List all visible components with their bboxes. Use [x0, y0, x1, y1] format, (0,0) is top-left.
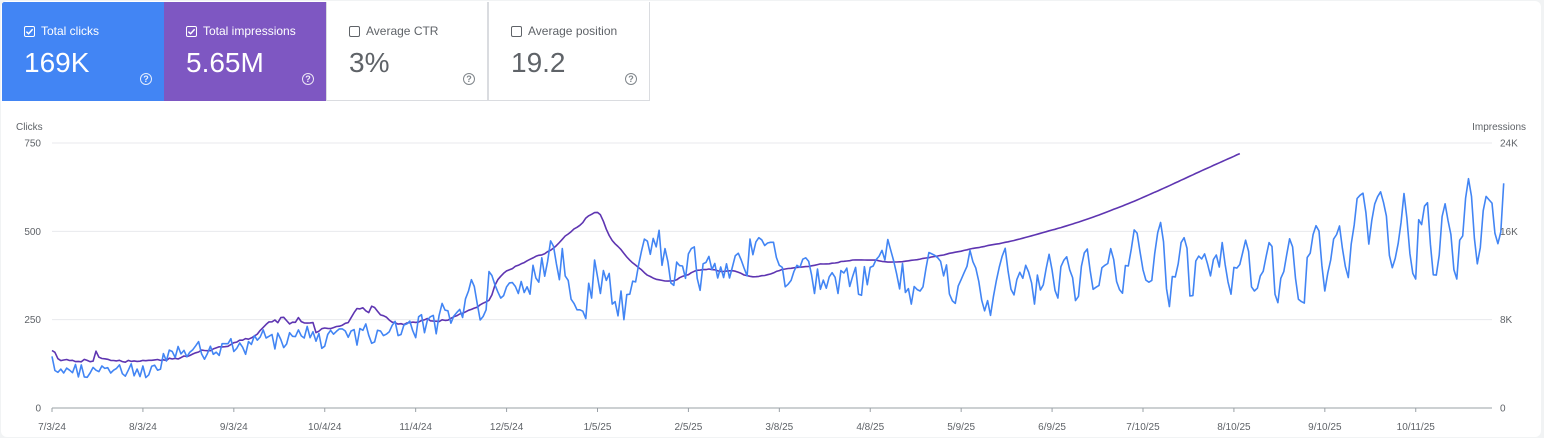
checkbox-checked-icon[interactable] [24, 25, 35, 37]
series-line-impressions [51, 152, 1241, 364]
x-tick-label: 7/3/24 [38, 422, 66, 433]
right-axis-title: Impressions [1472, 122, 1526, 133]
x-tick-label: 7/10/25 [1126, 422, 1160, 433]
left-tick-label: 500 [24, 227, 41, 238]
right-tick-label: 16K [1500, 227, 1518, 238]
help-icon[interactable]: ? [625, 73, 637, 85]
left-tick-label: 750 [24, 139, 41, 150]
right-tick-label: 0 [1500, 404, 1506, 415]
left-tick-label: 250 [24, 315, 41, 326]
left-axis-title: Clicks [16, 122, 43, 133]
metric-cards: Total clicks 169K ? Total impressions 5.… [2, 2, 650, 101]
metric-value: 5.65M [186, 47, 264, 78]
metric-card-total-clicks[interactable]: Total clicks 169K ? [2, 2, 164, 101]
x-tick-label: 9/3/24 [220, 422, 248, 433]
metric-card-average-ctr[interactable]: Average CTR 3% ? [326, 2, 488, 101]
x-tick-label: 8/3/24 [129, 422, 157, 433]
x-tick-label: 10/4/24 [308, 422, 342, 433]
x-tick-label: 10/11/25 [1397, 422, 1436, 433]
x-tick-label: 11/4/24 [399, 422, 432, 433]
metric-label: Average CTR [366, 24, 439, 38]
checkbox-checked-icon[interactable] [186, 25, 197, 37]
metric-value: 169K [24, 47, 90, 78]
right-tick-label: 24K [1500, 139, 1518, 150]
metric-label: Average position [528, 24, 618, 38]
x-tick-label: 1/5/25 [584, 422, 612, 433]
metric-value: 19.2 [511, 47, 566, 78]
x-tick-label: 6/9/25 [1038, 422, 1066, 433]
left-tick-label: 0 [35, 404, 41, 415]
x-tick-label: 9/10/25 [1308, 422, 1342, 433]
help-icon[interactable]: ? [463, 73, 475, 85]
x-tick-label: 4/8/25 [856, 422, 884, 433]
metric-label: Total impressions [203, 24, 296, 38]
x-tick-label: 2/5/25 [675, 422, 703, 433]
checkbox-unchecked-icon[interactable] [349, 25, 360, 37]
x-tick-label: 8/10/25 [1217, 422, 1251, 433]
help-icon[interactable]: ? [302, 73, 314, 85]
metric-value: 3% [349, 47, 390, 78]
checkbox-unchecked-icon[interactable] [511, 25, 522, 37]
x-tick-label: 12/5/24 [490, 422, 524, 433]
x-tick-label: 5/9/25 [947, 422, 975, 433]
series-line-clicks [51, 177, 1505, 379]
help-icon[interactable]: ? [140, 73, 152, 85]
metric-card-total-impressions[interactable]: Total impressions 5.65M ? [164, 2, 326, 101]
metric-card-average-position[interactable]: Average position 19.2 ? [488, 2, 650, 101]
x-tick-label: 3/8/25 [765, 422, 793, 433]
right-tick-label: 8K [1500, 315, 1513, 326]
metric-label: Total clicks [41, 24, 100, 38]
